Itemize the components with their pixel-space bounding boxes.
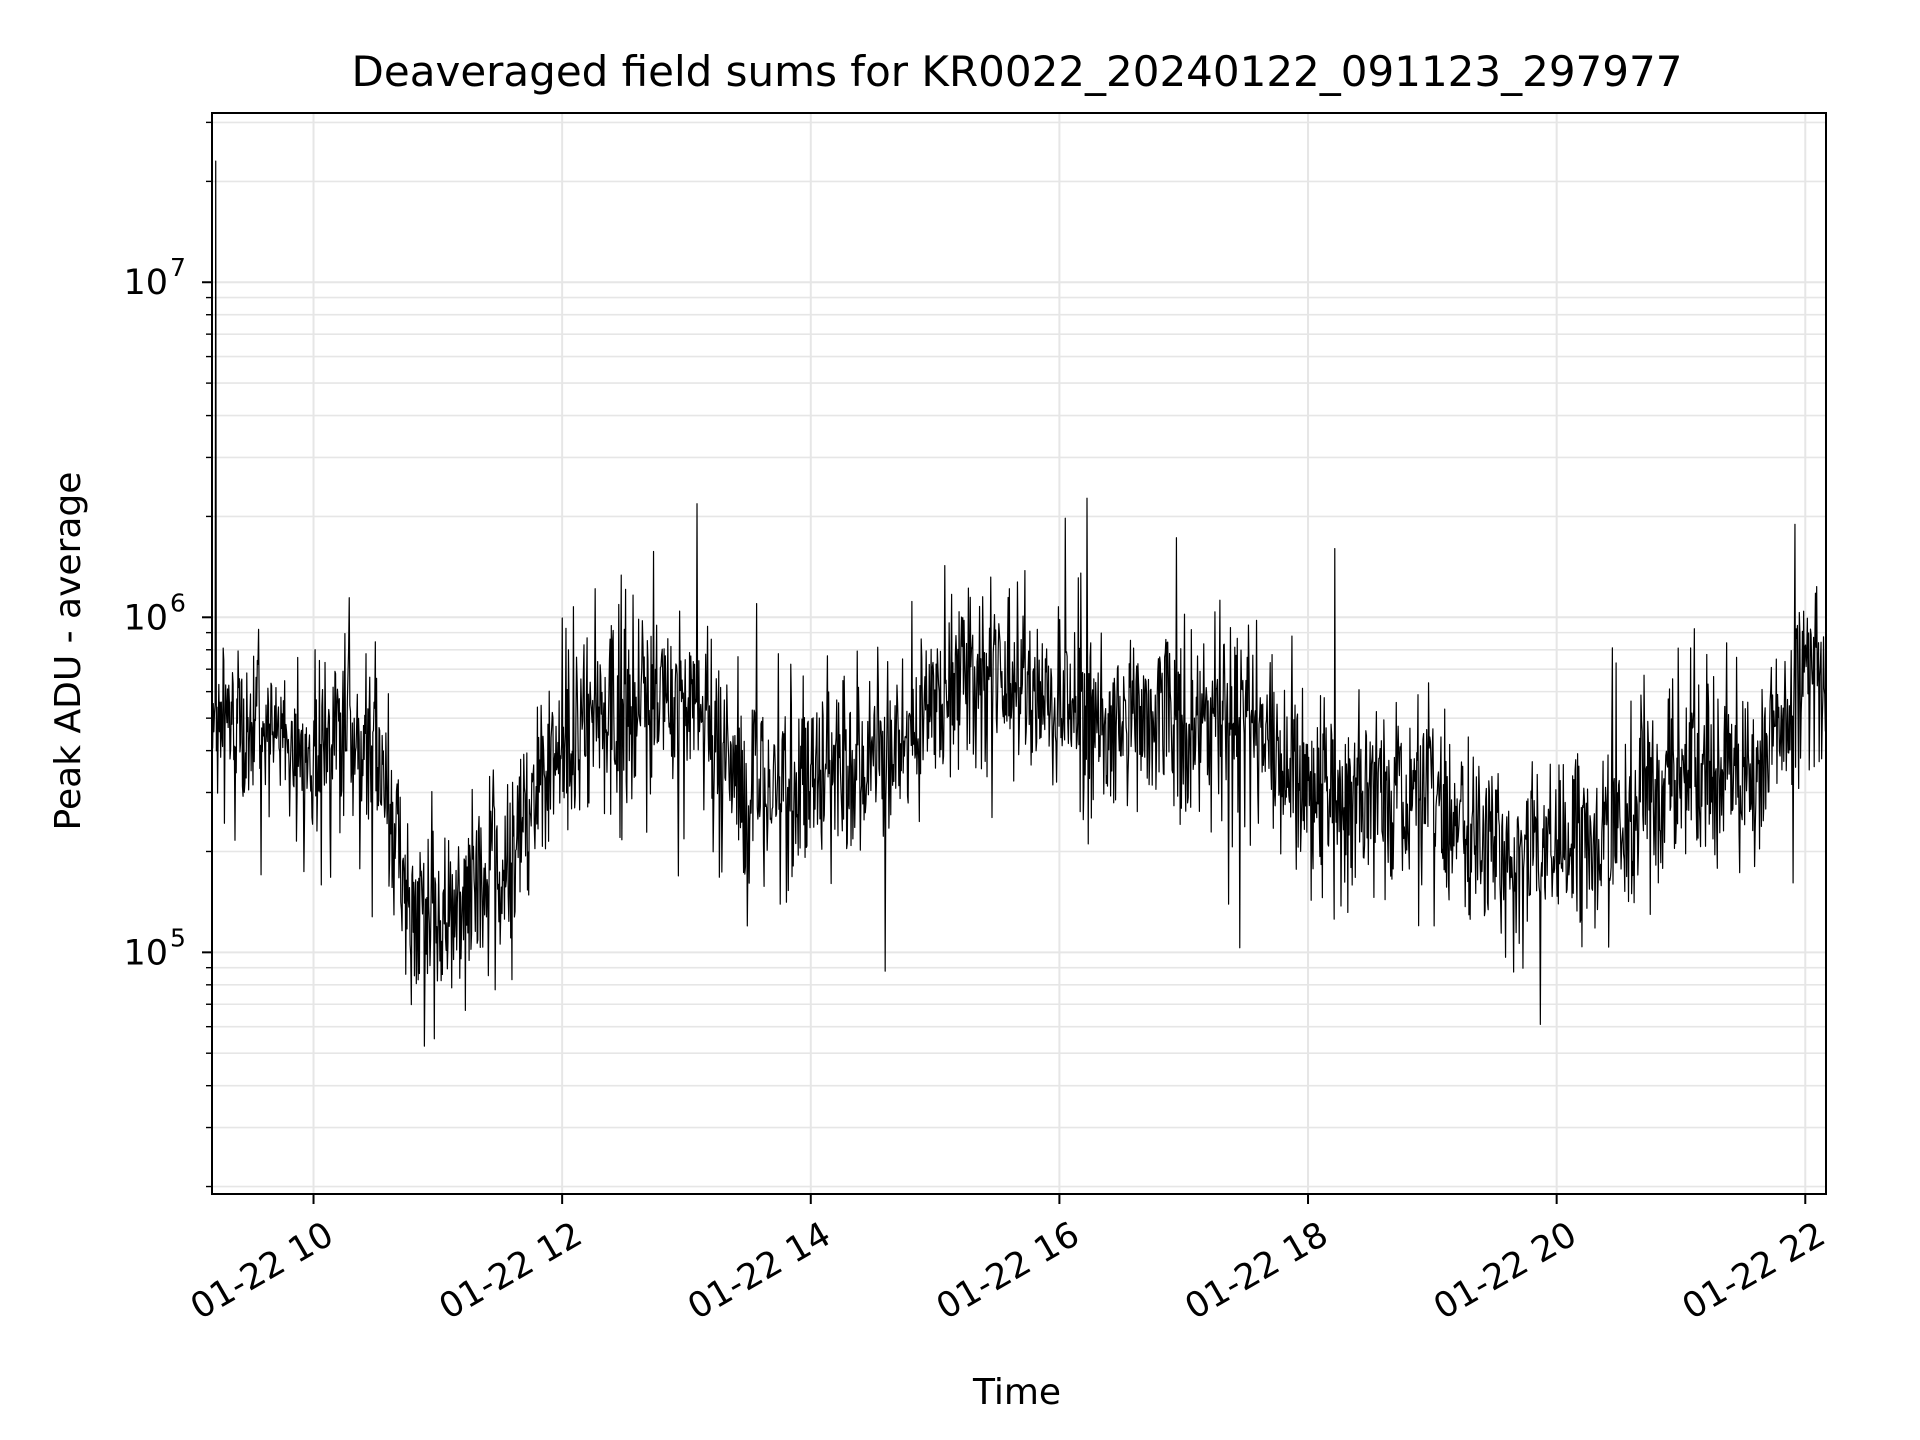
y-tick-exponent: 7 — [170, 253, 186, 282]
series-line — [211, 160, 1827, 1047]
y-tick-base: 10 — [123, 263, 168, 303]
y-tick-exponent: 6 — [170, 588, 186, 617]
x-tick-label: 01-22 20 — [1427, 1215, 1583, 1328]
x-tick-label: 01-22 18 — [1179, 1215, 1335, 1328]
y-axis-label: Peak ADU - average — [48, 472, 89, 831]
x-tick-label: 01-22 16 — [930, 1215, 1086, 1328]
x-axis-label: Time — [972, 1372, 1061, 1413]
y-tick-label: 10 5 — [123, 923, 185, 973]
x-tick-label: 01-22 10 — [184, 1215, 340, 1328]
y-tick-label: 10 6 — [123, 588, 185, 638]
x-tick-label: 01-22 22 — [1676, 1215, 1832, 1328]
plot-frame — [211, 112, 1827, 1195]
x-tick-label: 01-22 12 — [433, 1215, 589, 1328]
grid — [212, 113, 1826, 1194]
plot-area — [211, 160, 1827, 1047]
y-tick-label: 10 7 — [123, 253, 185, 303]
axis-ticks: 01-22 10 01-22 12 01-22 14 01-22 16 01-22 18… — [123, 121, 1832, 1328]
y-tick-base: 10 — [123, 933, 168, 973]
x-tick-label: 01-22 14 — [681, 1215, 837, 1328]
y-tick-exponent: 5 — [170, 923, 186, 952]
y-tick-base: 10 — [123, 598, 168, 638]
chart-title: Deaveraged field sums for KR0022_2024012… — [352, 47, 1683, 96]
